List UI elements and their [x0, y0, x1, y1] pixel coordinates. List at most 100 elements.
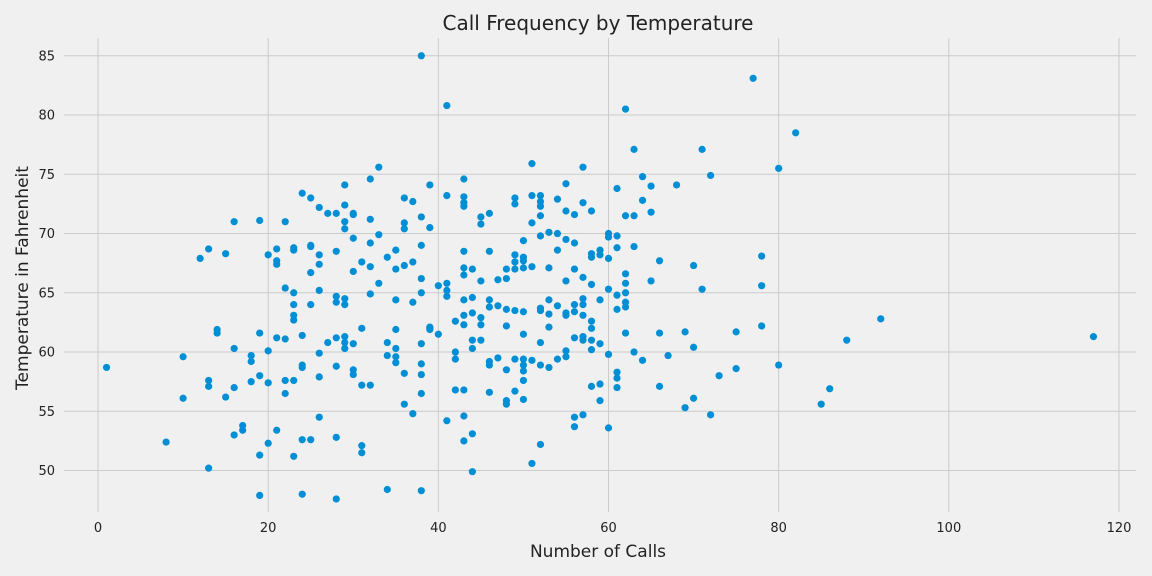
data-point [749, 74, 757, 82]
data-point [562, 353, 570, 361]
data-point [383, 338, 391, 347]
x-tick-label: 20 [260, 521, 277, 536]
data-point [315, 251, 323, 259]
data-point [179, 394, 187, 402]
data-point [826, 385, 834, 393]
x-tick-label: 60 [600, 521, 617, 536]
data-point [647, 182, 655, 190]
data-point [417, 213, 425, 221]
y-tick-label: 80 [38, 109, 55, 124]
data-point [579, 311, 587, 319]
data-point [630, 348, 638, 356]
data-point [281, 218, 289, 226]
data-point [349, 234, 357, 242]
data-point [613, 244, 621, 252]
data-point [443, 279, 451, 287]
data-point [468, 468, 476, 476]
data-point [230, 218, 238, 226]
data-point [613, 368, 621, 376]
data-point [613, 383, 621, 392]
data-point [579, 295, 587, 303]
data-point [366, 381, 374, 389]
data-point [545, 228, 553, 236]
y-tick-label: 85 [38, 49, 55, 64]
data-point [366, 215, 374, 223]
data-point [281, 376, 289, 385]
data-point [341, 181, 349, 189]
data-point [528, 263, 536, 271]
data-point [264, 251, 272, 259]
data-point [451, 355, 459, 363]
data-point [545, 296, 553, 304]
data-point [638, 356, 647, 364]
data-point [451, 386, 459, 394]
data-point [613, 184, 621, 193]
data-point [409, 258, 417, 266]
data-point [579, 336, 587, 344]
data-point [528, 356, 536, 364]
data-point [579, 273, 587, 281]
data-point [264, 347, 272, 355]
data-point [596, 251, 604, 259]
data-point [400, 261, 408, 270]
data-point [485, 361, 493, 369]
data-point [324, 338, 332, 347]
data-point [562, 207, 570, 215]
data-point [570, 265, 579, 273]
data-point [630, 145, 638, 153]
data-point [307, 194, 315, 202]
data-point [341, 301, 349, 309]
data-point [417, 389, 425, 398]
data-point [477, 277, 485, 285]
data-point [417, 274, 425, 283]
data-point [290, 301, 298, 309]
data-point [400, 219, 408, 227]
data-point [613, 374, 621, 382]
data-points [102, 52, 1098, 503]
grid-lines [64, 38, 1136, 512]
data-point [443, 417, 451, 425]
data-point [273, 260, 281, 268]
data-point [400, 194, 408, 202]
data-point [366, 175, 374, 183]
data-point [528, 192, 536, 200]
data-point [519, 367, 528, 375]
data-point [298, 363, 306, 372]
data-point [604, 424, 613, 432]
data-point [613, 291, 621, 299]
data-point [681, 328, 689, 336]
data-point [553, 229, 562, 238]
data-point [562, 180, 570, 188]
data-point [502, 400, 511, 408]
data-point [358, 258, 366, 266]
data-point [664, 351, 672, 360]
data-point [621, 212, 630, 220]
data-point [613, 232, 621, 240]
data-point [332, 247, 340, 255]
data-point [290, 316, 298, 324]
data-point [298, 490, 306, 498]
data-point [536, 306, 545, 315]
data-point [477, 336, 485, 344]
data-point [375, 163, 383, 171]
data-point [451, 317, 459, 325]
data-point [485, 303, 493, 311]
data-point [494, 354, 502, 362]
data-point [758, 282, 766, 290]
data-point [511, 200, 519, 208]
data-point [621, 303, 630, 311]
data-point [213, 329, 221, 337]
data-point [264, 379, 272, 387]
data-point [545, 323, 553, 331]
data-point [417, 289, 425, 297]
data-point [570, 413, 579, 421]
data-point [587, 253, 596, 261]
y-tick-label: 55 [38, 405, 55, 420]
data-point [349, 370, 357, 379]
data-point [477, 213, 485, 221]
data-point [792, 129, 800, 137]
data-point [494, 302, 502, 310]
data-point [392, 296, 400, 304]
data-point [587, 317, 596, 325]
